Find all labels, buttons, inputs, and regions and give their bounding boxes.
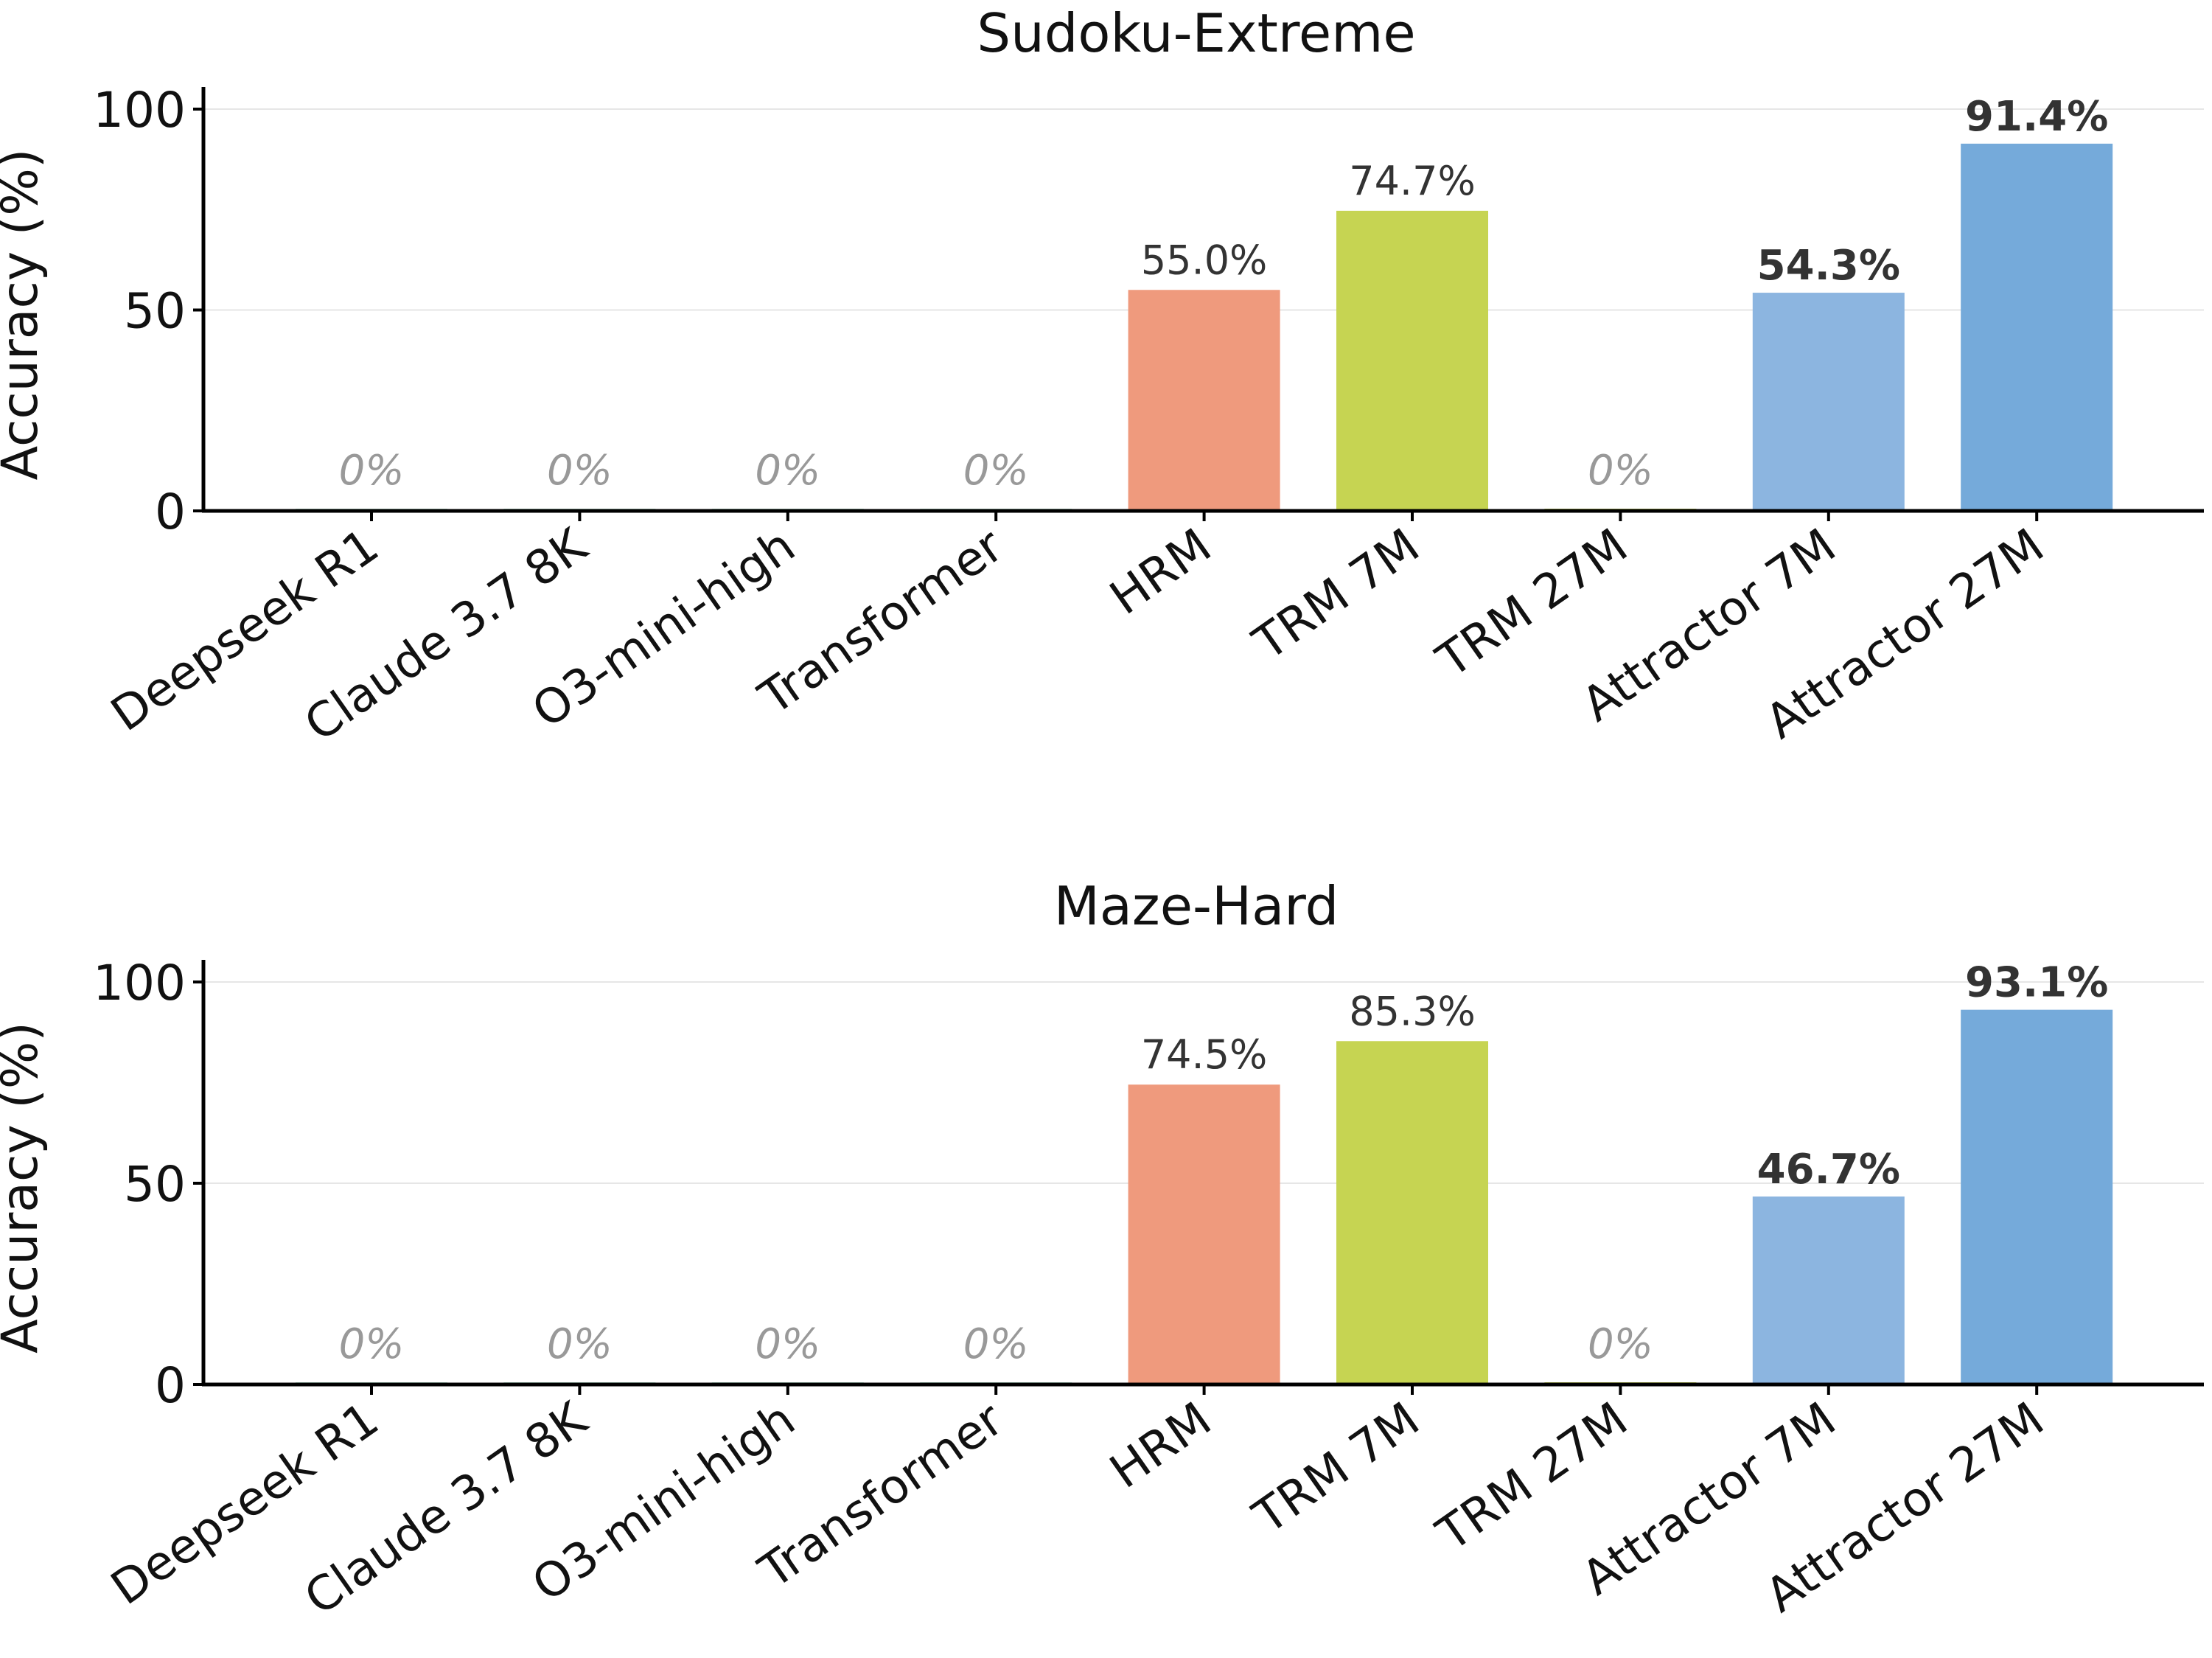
chart-title: Sudoku-Extreme [977, 2, 1415, 64]
data-label: 74.7% [1349, 158, 1476, 204]
data-label: 0% [963, 1320, 1029, 1368]
x-tick-label: TRM 7M [1243, 1392, 1429, 1544]
bar-hrm [1128, 1084, 1280, 1384]
data-label: 0% [339, 447, 405, 495]
data-label: 0% [547, 447, 613, 495]
data-label: 85.3% [1349, 988, 1476, 1034]
data-label: 0% [1588, 1320, 1653, 1368]
chart-title: Maze-Hard [1054, 875, 1339, 937]
bar-trm-7m [1336, 1041, 1488, 1384]
data-label: 0% [547, 1320, 613, 1368]
y-tick-label: 50 [124, 1156, 186, 1213]
data-label: 54.3% [1757, 242, 1900, 290]
data-label: 74.5% [1141, 1031, 1268, 1078]
y-axis-label: Accuracy (%) [0, 1022, 49, 1354]
y-axis-label: Accuracy (%) [0, 149, 49, 481]
bar-trm-7m [1336, 210, 1488, 511]
bar-attractor-27m [1961, 1009, 2113, 1384]
data-label: 0% [339, 1320, 405, 1368]
y-tick-label: 0 [155, 1357, 186, 1414]
data-label: 0% [755, 1320, 820, 1368]
bar-attractor-27m [1961, 143, 2113, 511]
data-label: 55.0% [1141, 237, 1268, 283]
x-tick-label: TRM 27M [1427, 1392, 1638, 1562]
y-tick-label: 0 [155, 484, 186, 540]
data-label: 93.1% [1965, 959, 2108, 1007]
y-tick-label: 100 [93, 82, 186, 139]
x-tick-label: HRM [1100, 1392, 1221, 1499]
x-tick-label: TRM 27M [1427, 518, 1638, 689]
x-tick-label: TRM 7M [1243, 518, 1429, 671]
bar-attractor-7m [1752, 293, 1905, 511]
y-tick-label: 50 [124, 283, 186, 340]
y-tick-label: 100 [93, 955, 186, 1011]
data-label: 0% [963, 447, 1029, 495]
bar-hrm [1128, 290, 1280, 511]
data-label: 0% [755, 447, 820, 495]
bar-attractor-7m [1752, 1197, 1905, 1384]
data-label: 91.4% [1965, 93, 2108, 141]
x-tick-label: HRM [1100, 518, 1221, 625]
data-label: 0% [1588, 447, 1653, 495]
data-label: 46.7% [1757, 1146, 1900, 1194]
